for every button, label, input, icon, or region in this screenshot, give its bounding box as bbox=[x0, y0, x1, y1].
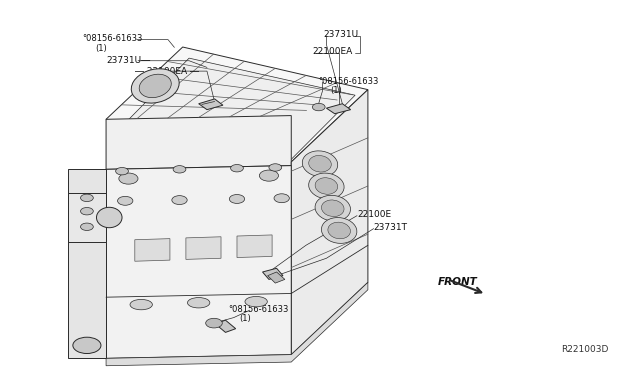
Text: ― 22100EA ―: ― 22100EA ― bbox=[135, 67, 199, 76]
Ellipse shape bbox=[130, 299, 152, 310]
Circle shape bbox=[81, 194, 93, 202]
Ellipse shape bbox=[321, 218, 357, 243]
Text: °08156-61633: °08156-61633 bbox=[228, 305, 289, 314]
Ellipse shape bbox=[188, 298, 210, 308]
Circle shape bbox=[205, 318, 222, 328]
Circle shape bbox=[73, 337, 101, 353]
Text: 22100EA: 22100EA bbox=[312, 47, 353, 56]
Polygon shape bbox=[326, 104, 351, 114]
Polygon shape bbox=[106, 282, 368, 366]
Circle shape bbox=[118, 196, 133, 205]
Circle shape bbox=[172, 196, 187, 205]
Circle shape bbox=[312, 103, 325, 111]
Ellipse shape bbox=[97, 207, 122, 228]
Polygon shape bbox=[106, 116, 291, 169]
Polygon shape bbox=[135, 238, 170, 261]
Text: (1): (1) bbox=[330, 86, 342, 95]
Circle shape bbox=[119, 173, 138, 184]
Circle shape bbox=[81, 208, 93, 215]
Ellipse shape bbox=[315, 195, 351, 221]
Text: °08156-61633: °08156-61633 bbox=[83, 34, 143, 44]
Polygon shape bbox=[68, 193, 106, 241]
Circle shape bbox=[81, 223, 93, 231]
Ellipse shape bbox=[308, 155, 332, 172]
Circle shape bbox=[230, 164, 243, 172]
Ellipse shape bbox=[321, 200, 344, 217]
Polygon shape bbox=[215, 320, 236, 333]
Text: 22100E: 22100E bbox=[357, 211, 391, 219]
Polygon shape bbox=[106, 47, 368, 162]
Text: (1): (1) bbox=[239, 314, 252, 323]
Circle shape bbox=[269, 164, 282, 171]
Ellipse shape bbox=[139, 74, 172, 98]
Circle shape bbox=[116, 167, 129, 175]
Polygon shape bbox=[268, 272, 285, 283]
Circle shape bbox=[274, 194, 289, 203]
Polygon shape bbox=[68, 169, 106, 358]
Ellipse shape bbox=[328, 222, 351, 239]
Polygon shape bbox=[106, 166, 291, 358]
Ellipse shape bbox=[245, 296, 268, 307]
Polygon shape bbox=[125, 58, 355, 159]
Circle shape bbox=[229, 195, 244, 203]
Polygon shape bbox=[262, 268, 283, 279]
Polygon shape bbox=[291, 90, 368, 355]
Ellipse shape bbox=[308, 173, 344, 199]
Text: FRONT: FRONT bbox=[438, 278, 478, 287]
Circle shape bbox=[173, 166, 186, 173]
Text: 23731U―: 23731U― bbox=[106, 56, 150, 65]
Ellipse shape bbox=[315, 178, 338, 194]
Text: 23731U: 23731U bbox=[323, 29, 358, 39]
Text: (1): (1) bbox=[95, 44, 107, 52]
Polygon shape bbox=[237, 235, 272, 257]
Polygon shape bbox=[198, 99, 223, 110]
Text: R221003D: R221003D bbox=[561, 345, 609, 354]
Ellipse shape bbox=[302, 151, 338, 177]
Circle shape bbox=[259, 170, 278, 181]
Text: °08156-61633: °08156-61633 bbox=[319, 77, 379, 86]
Ellipse shape bbox=[131, 69, 179, 103]
Text: 23731T: 23731T bbox=[374, 223, 408, 232]
Polygon shape bbox=[145, 90, 164, 101]
Polygon shape bbox=[186, 237, 221, 259]
